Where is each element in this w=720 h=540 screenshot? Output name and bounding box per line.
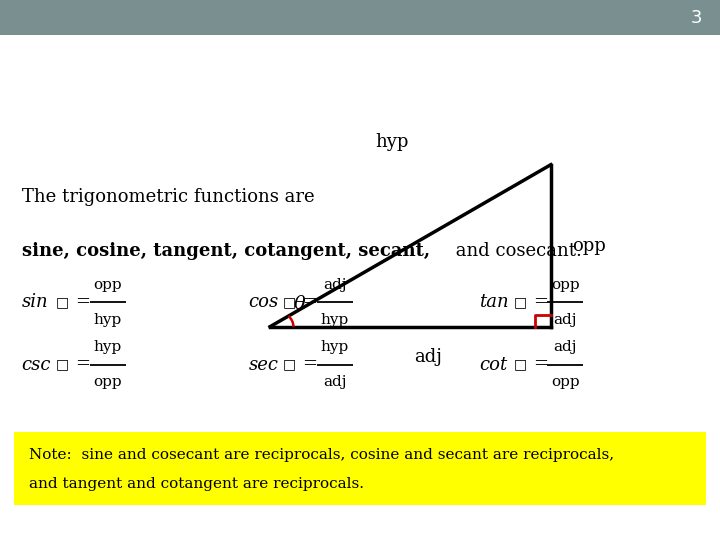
Text: opp: opp: [94, 375, 122, 389]
Text: =: =: [76, 355, 91, 374]
Text: adj: adj: [554, 340, 577, 354]
Text: sec: sec: [248, 355, 279, 374]
Text: adj: adj: [554, 313, 577, 327]
Text: hyp: hyp: [94, 340, 122, 354]
Text: adj: adj: [415, 348, 442, 366]
Text: and tangent and cotangent are reciprocals.: and tangent and cotangent are reciprocal…: [29, 477, 364, 491]
Text: 3: 3: [690, 9, 702, 26]
Text: csc: csc: [22, 355, 51, 374]
Text: sin: sin: [22, 293, 48, 312]
Text: hyp: hyp: [320, 340, 349, 354]
Text: opp: opp: [572, 237, 606, 255]
Text: sine, cosine, tangent, cotangent, secant,: sine, cosine, tangent, cotangent, secant…: [22, 242, 430, 260]
Text: □: □: [513, 357, 526, 372]
Text: opp: opp: [551, 278, 580, 292]
Text: adj: adj: [323, 278, 346, 292]
Text: =: =: [76, 293, 91, 312]
Text: adj: adj: [323, 375, 346, 389]
Text: =: =: [302, 293, 318, 312]
Text: Note:  sine and cosecant are reciprocals, cosine and secant are reciprocals,: Note: sine and cosecant are reciprocals,…: [29, 448, 614, 462]
Text: hyp: hyp: [94, 313, 122, 327]
Text: =: =: [302, 355, 318, 374]
Text: □: □: [283, 357, 296, 372]
Text: The trigonometric functions are: The trigonometric functions are: [22, 188, 314, 206]
Text: □: □: [56, 357, 69, 372]
Text: opp: opp: [551, 375, 580, 389]
Text: tan: tan: [479, 293, 508, 312]
Text: θ: θ: [294, 295, 305, 313]
Bar: [0, 0, 720, 35]
Text: hyp: hyp: [376, 133, 409, 151]
Text: □: □: [283, 295, 296, 309]
Text: and cosecant.: and cosecant.: [450, 242, 582, 260]
Text: =: =: [533, 293, 548, 312]
Text: cot: cot: [479, 355, 507, 374]
Text: cos: cos: [248, 293, 279, 312]
Text: hyp: hyp: [320, 313, 349, 327]
Bar: [14, 432, 706, 505]
Text: =: =: [533, 355, 548, 374]
Text: □: □: [56, 295, 69, 309]
Text: opp: opp: [94, 278, 122, 292]
Text: □: □: [513, 295, 526, 309]
